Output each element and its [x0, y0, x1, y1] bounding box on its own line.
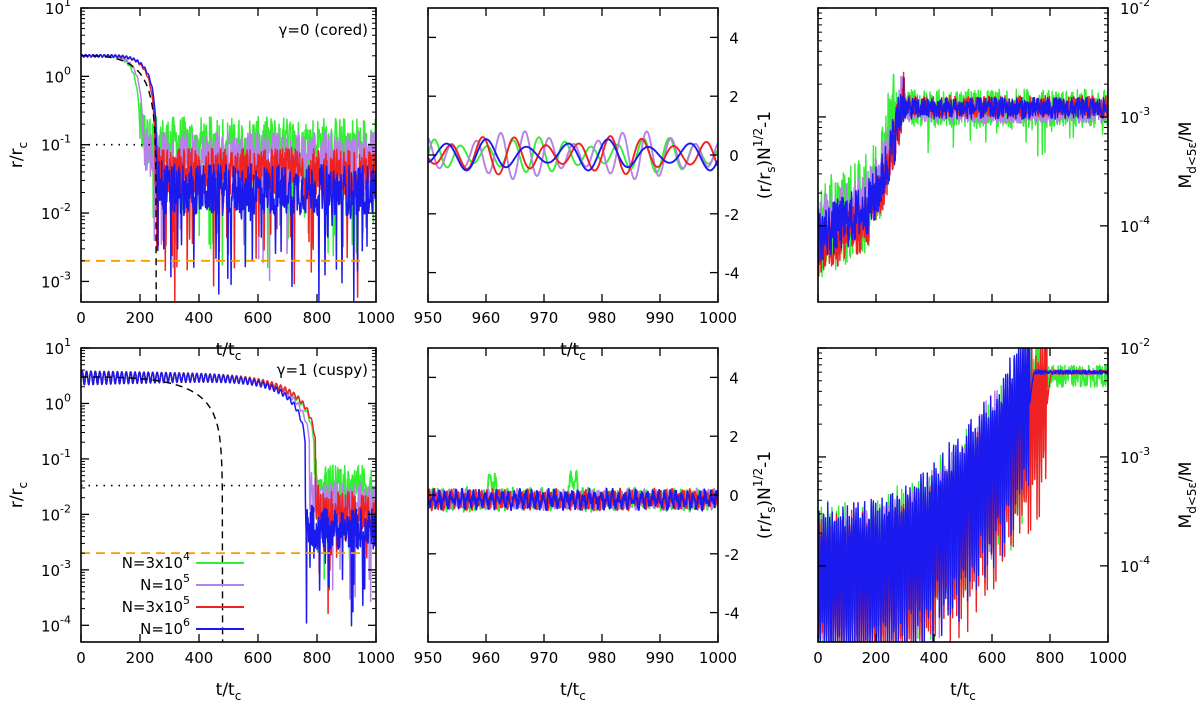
series-line-2 — [81, 370, 376, 615]
x-tick-label: 400 — [185, 309, 214, 327]
x-tick-label: 0 — [76, 649, 86, 667]
y-tick-label: 10-2 — [1120, 0, 1150, 18]
legend-label: N=3x105 — [122, 594, 190, 616]
x-tick-label: 0 — [76, 309, 86, 327]
legend-label: N=105 — [140, 572, 190, 594]
x-tick-label: 950 — [414, 649, 443, 667]
x-tick-label: 1000 — [699, 309, 737, 327]
y-tick-label: 101 — [45, 336, 71, 358]
x-tick-label: 0 — [813, 649, 823, 667]
y-tick-label: 10-3 — [1120, 105, 1150, 127]
y-axis-label: Md<5ε/M — [1176, 122, 1199, 189]
x-tick-label: 1000 — [357, 309, 395, 327]
y-tick-label: 10-2 — [41, 502, 71, 524]
x-tick-label: 960 — [472, 649, 501, 667]
residual-line-3 — [428, 138, 718, 172]
x-tick-label: 800 — [1036, 649, 1065, 667]
y-tick-label: 10-1 — [41, 133, 71, 155]
mass-line-3 — [818, 77, 1108, 263]
y-tick-label: 100 — [45, 391, 71, 413]
y-tick-label: 4 — [729, 29, 739, 47]
x-tick-label: 800 — [303, 649, 332, 667]
panel-p5: 950 960 970 980 990 1000 -4 -2 0 2 4 — [414, 348, 740, 667]
x-axis-label: t/tc — [560, 340, 586, 363]
y-tick-label: -4 — [725, 265, 740, 283]
y-tick-label: 0 — [729, 487, 739, 505]
y-tick-label: 10-3 — [1120, 445, 1150, 467]
y-tick-label: 100 — [45, 64, 71, 86]
panel-annotation: γ=1 (cuspy) — [277, 361, 368, 379]
x-axis-label: t/tc — [216, 340, 242, 363]
x-tick-label: 400 — [920, 649, 949, 667]
y-axis-label: (r/rs)N1/2-1 — [751, 451, 778, 539]
axes-frame-p3 — [817, 7, 1109, 303]
y-tick-label: 101 — [45, 0, 71, 18]
panel-annotation: γ=0 (cored) — [279, 21, 368, 39]
x-axis-label: t/tc — [216, 680, 242, 703]
x-axis-label: t/tc — [950, 680, 976, 703]
y-tick-label: 10-4 — [1120, 214, 1150, 236]
mass-line-3 — [818, 348, 1108, 642]
y-axis-label: Md<5ε/M — [1176, 462, 1199, 529]
axes-frame-p2 — [427, 7, 719, 303]
y-tick-label: 10-3 — [41, 558, 71, 580]
x-tick-label: 980 — [588, 309, 617, 327]
y-tick-label: 10-1 — [41, 447, 71, 469]
axes-frame-p4 — [80, 347, 377, 643]
legend-label: N=106 — [140, 616, 190, 638]
y-axis-label: (r/rs)N1/2-1 — [751, 111, 778, 199]
residual-line-2 — [428, 135, 718, 176]
axes-frame-p1 — [80, 7, 377, 303]
legend-label: N=3x104 — [122, 550, 190, 572]
x-tick-label: 200 — [126, 649, 155, 667]
y-tick-label: -2 — [725, 546, 740, 564]
residual-line-3 — [428, 487, 718, 512]
y-tick-label: -4 — [725, 605, 740, 623]
series-line-3 — [81, 370, 376, 627]
y-tick-label: 10-4 — [41, 613, 71, 635]
x-tick-label: 200 — [126, 309, 155, 327]
panel-p3: 10-2 10-3 10-4 — [817, 0, 1150, 302]
y-tick-label: 10-3 — [41, 269, 71, 291]
x-tick-label: 970 — [530, 309, 559, 327]
y-axis-label: r/rc — [7, 482, 30, 508]
x-tick-label: 400 — [185, 649, 214, 667]
x-tick-label: 960 — [472, 309, 501, 327]
x-tick-label: 1000 — [699, 649, 737, 667]
y-tick-label: 2 — [729, 88, 739, 106]
x-tick-label: 1000 — [1089, 649, 1127, 667]
y-tick-label: 0 — [729, 147, 739, 165]
panel-p2: 950 960 970 980 990 1000 -4 -2 0 2 4 — [414, 8, 740, 327]
x-tick-label: 970 — [530, 649, 559, 667]
y-tick-label: 10-2 — [1120, 336, 1150, 358]
x-tick-label: 990 — [646, 649, 675, 667]
x-tick-label: 600 — [244, 649, 273, 667]
y-tick-label: -2 — [725, 206, 740, 224]
residual-line-1 — [428, 130, 718, 181]
x-tick-label: 200 — [862, 649, 891, 667]
model-dashed-curve — [81, 376, 224, 642]
x-tick-label: 600 — [244, 309, 273, 327]
x-tick-label: 600 — [978, 649, 1007, 667]
y-tick-label: 4 — [729, 369, 739, 387]
x-tick-label: 950 — [414, 309, 443, 327]
y-tick-label: 10-2 — [41, 201, 71, 223]
y-axis-label: r/rc — [7, 142, 30, 168]
axes-frame-p6 — [817, 347, 1109, 643]
y-tick-label: 10-4 — [1120, 554, 1150, 576]
series-line-3 — [81, 53, 376, 302]
x-tick-label: 990 — [646, 309, 675, 327]
x-tick-label: 800 — [303, 309, 332, 327]
y-tick-label: 2 — [729, 428, 739, 446]
x-tick-label: 1000 — [357, 649, 395, 667]
model-dashed-curve — [81, 55, 157, 302]
axes-frame-p5 — [427, 347, 719, 643]
x-tick-label: 980 — [588, 649, 617, 667]
panel-p4: 0 200 400 600 800 1000 101 100 10-1 10-2 10-3 10-4 — [41, 336, 395, 667]
x-axis-label: t/tc — [560, 680, 586, 703]
